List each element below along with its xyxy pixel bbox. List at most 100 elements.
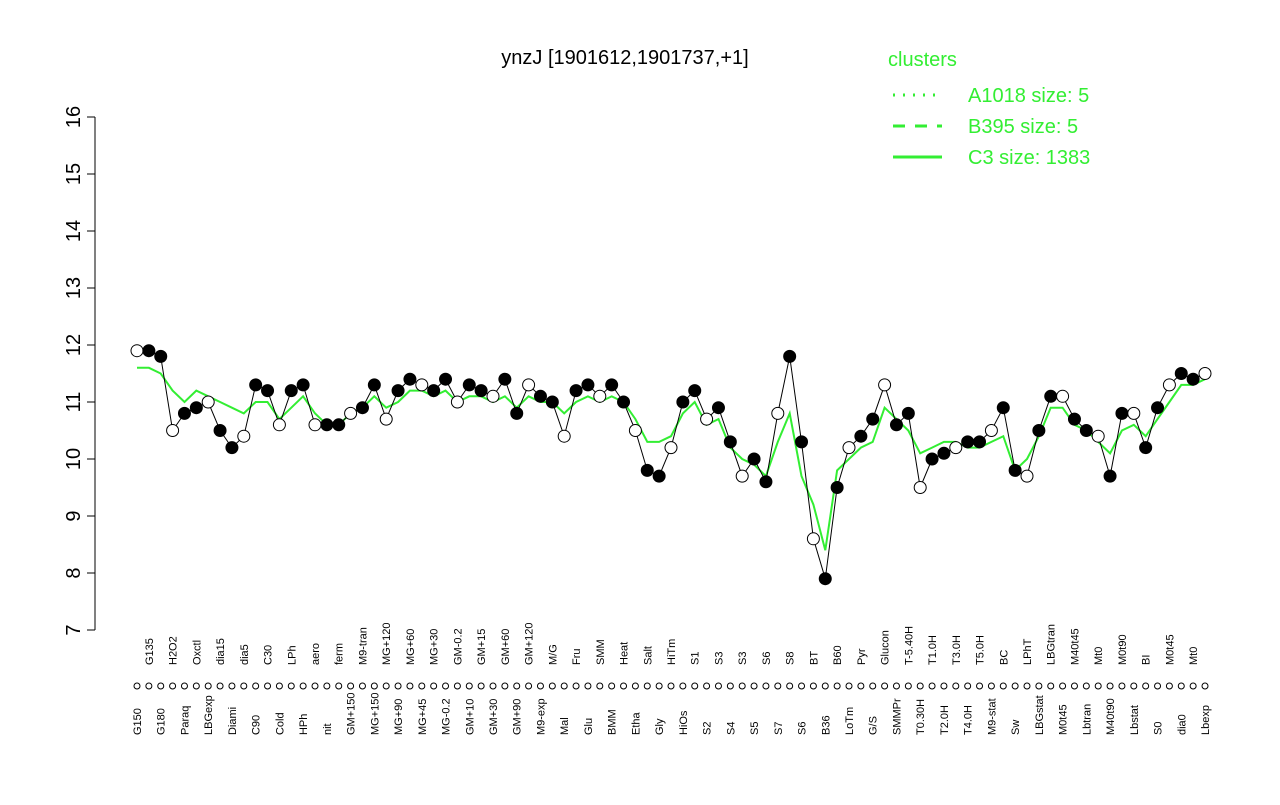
- x-tick-label: HiTm: [666, 639, 678, 665]
- x-marker: [691, 682, 699, 690]
- data-point: [1091, 429, 1105, 443]
- data-point: [1151, 401, 1165, 415]
- data-point: [747, 452, 761, 466]
- legend-label: B395 size: 5: [968, 116, 1078, 138]
- x-tick-label: dia5: [239, 644, 251, 665]
- x-marker: [857, 682, 865, 690]
- data-point: [735, 469, 749, 483]
- x-marker: [228, 682, 236, 690]
- x-tick-label: Mt0: [1188, 647, 1200, 665]
- x-marker: [525, 682, 533, 690]
- data-point: [1079, 424, 1093, 437]
- x-marker: [169, 682, 177, 690]
- x-marker: [442, 682, 450, 690]
- x-tick-label: G135: [144, 638, 156, 665]
- data-point: [261, 384, 275, 398]
- x-marker: [1070, 682, 1078, 690]
- x-tick-label: T-5.40H: [903, 626, 915, 665]
- x-tick-label: S5: [749, 722, 761, 735]
- x-tick-label: Lbexp: [1200, 705, 1212, 735]
- data-point: [996, 401, 1010, 415]
- x-marker: [809, 682, 817, 690]
- data-point: [771, 406, 785, 420]
- x-marker: [987, 682, 995, 690]
- data-point: [189, 401, 203, 415]
- x-tick-label: Heat: [619, 642, 631, 665]
- data-point: [130, 344, 144, 358]
- data-point: [913, 481, 927, 494]
- x-tick-label: aero: [310, 643, 322, 665]
- x-tick-label: GM-0.2: [452, 628, 464, 665]
- x-tick-label: GM+60: [500, 629, 512, 665]
- data-point: [676, 395, 690, 409]
- x-marker: [240, 682, 248, 690]
- x-tick-label: C30: [263, 645, 275, 665]
- data-point: [225, 441, 239, 455]
- data-point: [842, 441, 856, 455]
- x-marker: [762, 682, 770, 690]
- chart-title: ynzJ [1901612,1901737,+1]: [501, 47, 748, 69]
- x-marker: [192, 682, 200, 690]
- x-tick-label: Lbtran: [1081, 704, 1093, 735]
- x-tick-label: M9-stat: [986, 698, 998, 735]
- x-tick-label: MG+120: [381, 623, 393, 666]
- y-tick-label: 13: [63, 277, 85, 299]
- data-point: [1115, 406, 1129, 420]
- data-point: [1044, 389, 1058, 403]
- x-marker: [1177, 682, 1185, 690]
- legend: clusters A1018 size: 5 B395 size: 5 C3 size…: [888, 49, 1090, 169]
- x-tick-label: M0t90: [1117, 634, 1129, 665]
- data-point: [688, 384, 702, 398]
- data-point: [355, 401, 369, 415]
- data-point: [723, 435, 737, 449]
- x-marker: [1201, 682, 1209, 690]
- x-marker: [157, 682, 165, 690]
- x-tick-label: Lbstat: [1129, 705, 1141, 735]
- x-marker: [738, 682, 746, 690]
- data-point: [830, 481, 844, 494]
- x-marker: [465, 682, 473, 690]
- x-marker: [1165, 682, 1173, 690]
- x-marker: [952, 682, 960, 690]
- x-tick-label: LBGtran: [1046, 624, 1058, 665]
- x-tick-label: M/G: [547, 644, 559, 665]
- data-point: [166, 424, 180, 437]
- x-tick-label: H2O2: [168, 636, 180, 665]
- x-marker: [976, 682, 984, 690]
- data-point: [177, 406, 191, 420]
- x-tick-label: Gly: [654, 718, 666, 735]
- x-marker: [1011, 682, 1019, 690]
- y-tick-label: 8: [63, 567, 85, 578]
- data-point: [569, 384, 583, 398]
- x-marker: [596, 682, 604, 690]
- x-marker: [180, 682, 188, 690]
- y-tick-label: 9: [63, 510, 85, 521]
- x-tick-label: Sw: [1010, 720, 1022, 735]
- x-tick-label: GM+10: [464, 699, 476, 735]
- data-point: [1032, 424, 1046, 437]
- x-marker: [430, 682, 438, 690]
- x-tick-label: MG+60: [405, 629, 417, 665]
- x-tick-label: B36: [820, 715, 832, 735]
- data-point: [450, 395, 464, 409]
- data-point: [201, 395, 215, 409]
- data-point: [759, 475, 773, 489]
- x-marker: [1130, 682, 1138, 690]
- x-tick-label: BT: [808, 651, 820, 665]
- data-point: [249, 378, 263, 392]
- x-tick-label: G180: [156, 708, 168, 735]
- data-point: [415, 378, 429, 392]
- x-marker: [1118, 682, 1126, 690]
- data-point: [1020, 469, 1034, 483]
- data-point: [700, 412, 714, 426]
- x-tick-label: T0.30H: [915, 699, 927, 735]
- x-marker: [299, 682, 307, 690]
- data-point: [284, 384, 298, 398]
- x-marker: [1154, 682, 1162, 690]
- x-tick-label: GM+150: [346, 693, 358, 736]
- x-marker: [1142, 682, 1150, 690]
- data-point: [617, 395, 631, 409]
- x-tick-label: S1: [690, 652, 702, 665]
- data-point: [237, 429, 251, 443]
- legend-label: A1018 size: 5: [968, 85, 1089, 107]
